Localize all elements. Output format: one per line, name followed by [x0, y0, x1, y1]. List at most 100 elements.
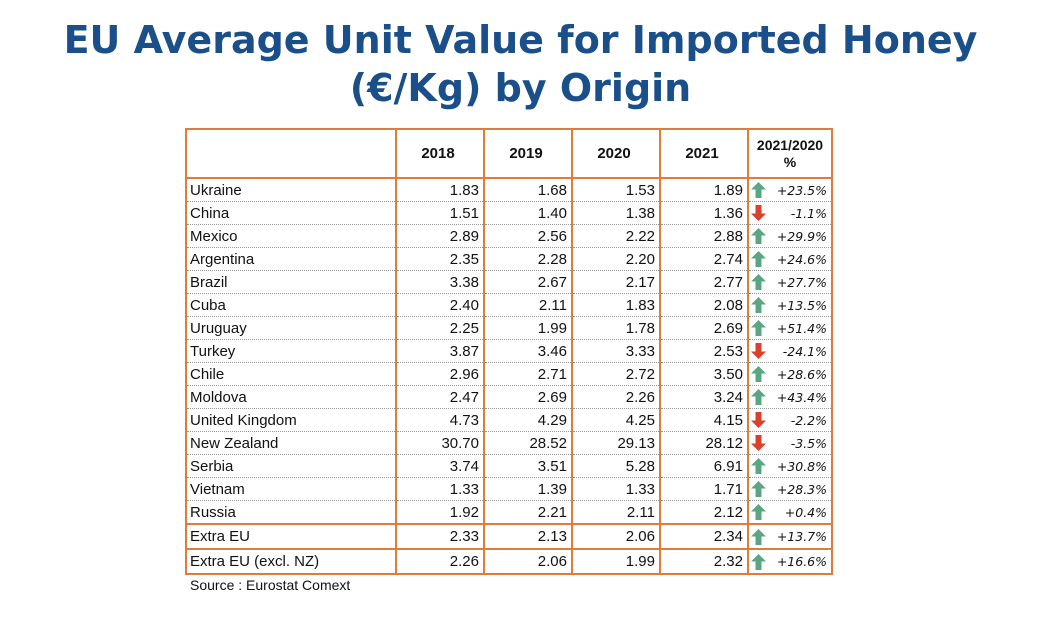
change-cell: +13.7% [747, 524, 833, 550]
value-cell-2018: 3.38 [395, 270, 485, 294]
table-row: Mexico 2.89 2.56 2.22 2.88 +29.9% [185, 224, 833, 248]
change-text: +0.4% [784, 504, 827, 520]
value-cell-2018: 2.26 [395, 549, 485, 575]
change-text: -3.5% [790, 435, 827, 451]
value-cell-2018: 2.96 [395, 362, 485, 386]
value-cell-2020: 1.78 [571, 316, 661, 340]
down-arrow-icon [751, 343, 766, 359]
value-cell-2020: 1.83 [571, 293, 661, 317]
country-cell: Turkey [185, 339, 397, 363]
value-cell-2019: 2.13 [483, 524, 573, 550]
change-text: +43.4% [776, 389, 827, 405]
country-cell: Chile [185, 362, 397, 386]
title-line-1: EU Average Unit Value for Imported Honey [63, 18, 978, 62]
value-cell-2018: 2.40 [395, 293, 485, 317]
change-text: -1.1% [790, 205, 827, 221]
value-cell-2019: 2.56 [483, 224, 573, 248]
value-cell-2020: 1.33 [571, 477, 661, 501]
value-cell-2021: 28.12 [659, 431, 749, 455]
value-cell-2021: 2.32 [659, 549, 749, 575]
change-text: +13.5% [776, 297, 827, 313]
value-cell-2019: 2.67 [483, 270, 573, 294]
value-cell-2018: 4.73 [395, 408, 485, 432]
header-row: 2018 2019 2020 2021 2021/2020 % [185, 129, 833, 179]
change-cell: -2.2% [747, 408, 833, 432]
change-text: +28.6% [776, 366, 827, 382]
country-cell: China [185, 201, 397, 225]
up-arrow-icon [751, 458, 766, 474]
country-cell: Extra EU (excl. NZ) [185, 549, 397, 575]
country-cell: Russia [185, 500, 397, 525]
country-cell: Cuba [185, 293, 397, 317]
value-cell-2021: 2.53 [659, 339, 749, 363]
value-cell-2020: 1.53 [571, 178, 661, 202]
value-cell-2018: 1.33 [395, 477, 485, 501]
change-cell: +29.9% [747, 224, 833, 248]
up-arrow-icon [751, 366, 766, 382]
up-arrow-icon [751, 297, 766, 313]
value-cell-2021: 3.50 [659, 362, 749, 386]
value-cell-2018: 30.70 [395, 431, 485, 455]
value-cell-2020: 2.11 [571, 500, 661, 525]
value-cell-2020: 2.20 [571, 247, 661, 271]
value-cell-2020: 5.28 [571, 454, 661, 478]
value-cell-2020: 2.26 [571, 385, 661, 409]
value-cell-2020: 4.25 [571, 408, 661, 432]
unit-value-table: 2018 2019 2020 2021 2021/2020 % Ukraine 1… [185, 128, 833, 575]
up-arrow-icon [751, 481, 766, 497]
value-cell-2021: 4.15 [659, 408, 749, 432]
chart-title: EU Average Unit Value for Imported Honey… [0, 16, 1041, 112]
value-cell-2021: 1.89 [659, 178, 749, 202]
change-text: +13.7% [776, 529, 827, 544]
value-cell-2018: 2.47 [395, 385, 485, 409]
title-line-2: (€/Kg) by Origin [349, 66, 692, 110]
header-2020: 2020 [571, 129, 661, 179]
header-change: 2021/2020 % [747, 129, 833, 179]
value-cell-2021: 1.36 [659, 201, 749, 225]
value-cell-2021: 1.71 [659, 477, 749, 501]
country-cell: Vietnam [185, 477, 397, 501]
country-cell: Extra EU [185, 524, 397, 550]
change-text: +28.3% [776, 481, 827, 497]
value-cell-2019: 2.06 [483, 549, 573, 575]
change-text: +27.7% [776, 274, 827, 290]
up-arrow-icon [751, 553, 766, 570]
change-cell: +23.5% [747, 178, 833, 202]
value-cell-2019: 28.52 [483, 431, 573, 455]
change-cell: -1.1% [747, 201, 833, 225]
source-note: Source : Eurostat Comext [190, 577, 351, 593]
header-2019: 2019 [483, 129, 573, 179]
change-cell: +30.8% [747, 454, 833, 478]
value-cell-2020: 1.99 [571, 549, 661, 575]
value-cell-2020: 3.33 [571, 339, 661, 363]
header-2021: 2021 [659, 129, 749, 179]
value-cell-2020: 1.38 [571, 201, 661, 225]
value-cell-2019: 1.68 [483, 178, 573, 202]
change-text: +29.9% [776, 228, 827, 244]
value-cell-2019: 2.71 [483, 362, 573, 386]
value-cell-2021: 6.91 [659, 454, 749, 478]
value-cell-2020: 2.72 [571, 362, 661, 386]
up-arrow-icon [751, 504, 766, 520]
value-cell-2020: 2.06 [571, 524, 661, 550]
value-cell-2018: 3.87 [395, 339, 485, 363]
value-cell-2020: 2.17 [571, 270, 661, 294]
table-row: New Zealand 30.70 28.52 29.13 28.12 -3.5% [185, 431, 833, 455]
value-cell-2019: 2.69 [483, 385, 573, 409]
table-row: Brazil 3.38 2.67 2.17 2.77 +27.7% [185, 270, 833, 294]
change-cell: +13.5% [747, 293, 833, 317]
value-cell-2019: 1.40 [483, 201, 573, 225]
change-cell: +51.4% [747, 316, 833, 340]
table-body: Ukraine 1.83 1.68 1.53 1.89 +23.5% China 1.51 1.… [185, 178, 833, 575]
table-row: Chile 2.96 2.71 2.72 3.50 +28.6% [185, 362, 833, 386]
value-cell-2021: 2.77 [659, 270, 749, 294]
table-row: Turkey 3.87 3.46 3.33 2.53 -24.1% [185, 339, 833, 363]
change-cell: +24.6% [747, 247, 833, 271]
up-arrow-icon [751, 251, 766, 267]
value-cell-2021: 2.74 [659, 247, 749, 271]
aggregate-row: Extra EU 2.33 2.13 2.06 2.34 +13.7% [185, 524, 833, 550]
change-cell: +16.6% [747, 549, 833, 575]
value-cell-2021: 2.88 [659, 224, 749, 248]
value-cell-2021: 2.12 [659, 500, 749, 525]
change-text: +51.4% [776, 320, 827, 336]
